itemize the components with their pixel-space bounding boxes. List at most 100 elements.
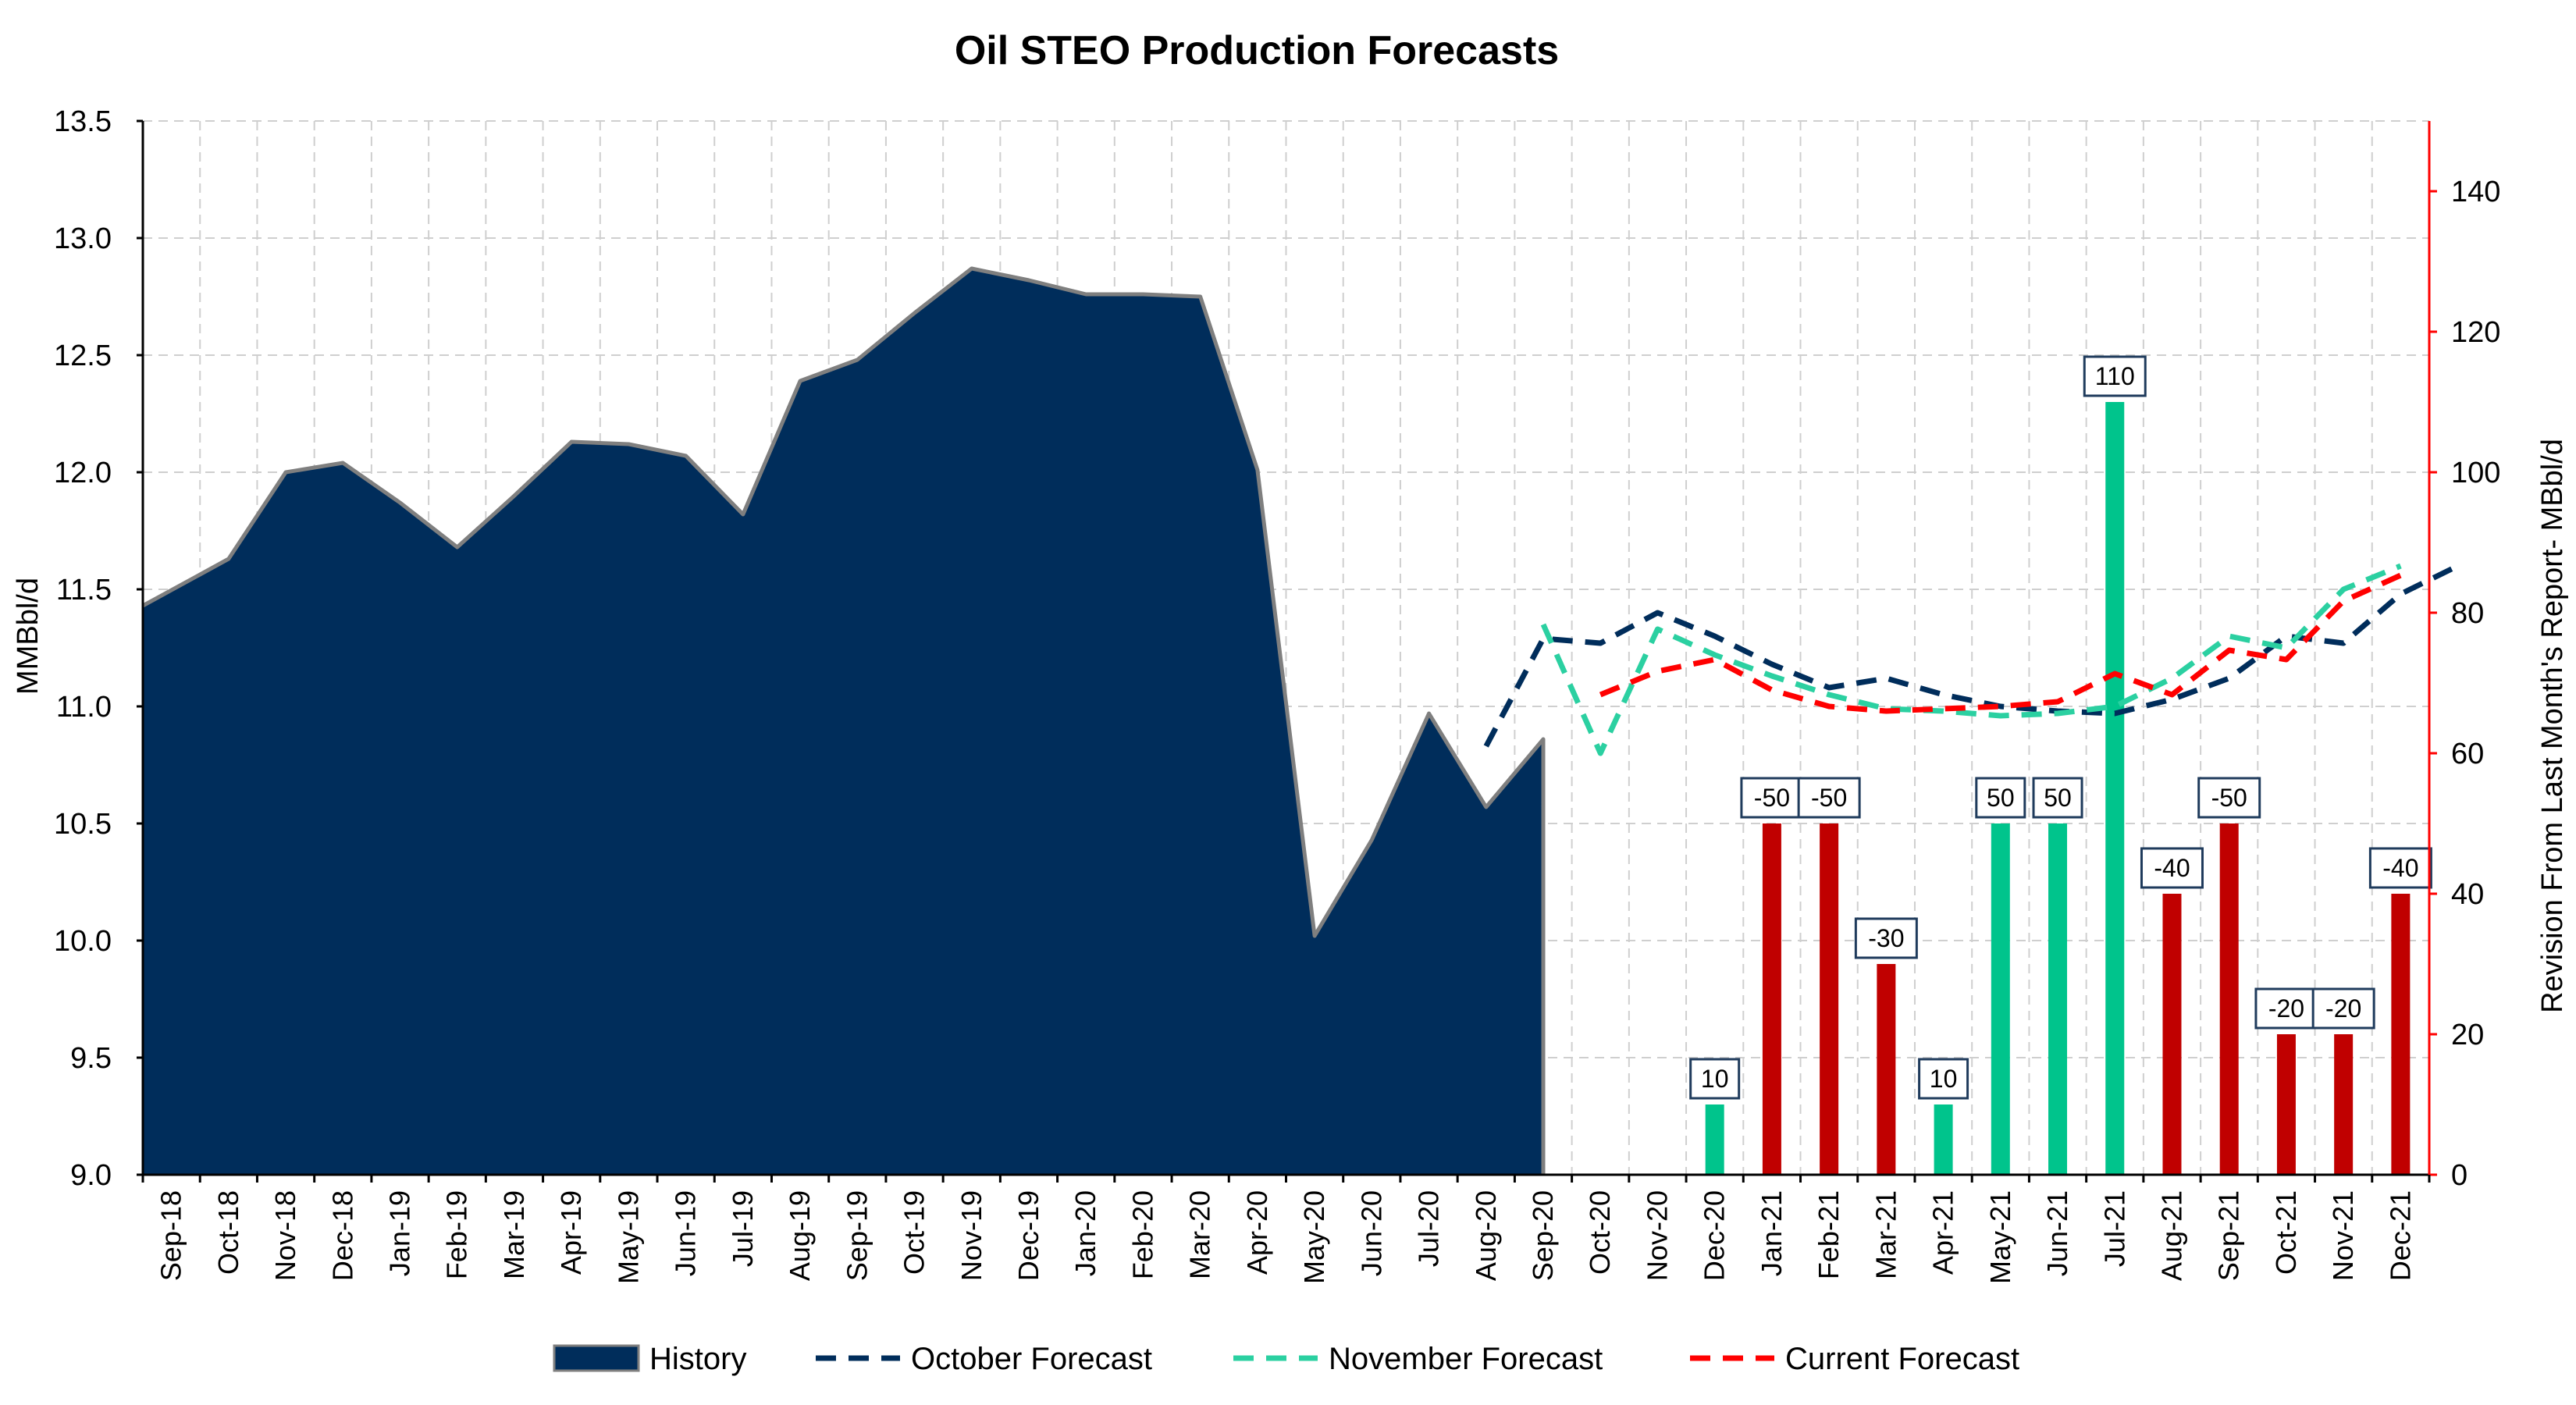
x-tick-label: Nov-20 bbox=[1641, 1190, 1673, 1281]
revision-label: 10 bbox=[1701, 1065, 1729, 1093]
revision-bar bbox=[2276, 1034, 2296, 1175]
x-tick-label: Apr-19 bbox=[555, 1190, 587, 1275]
y-tick-label-left: 10.5 bbox=[54, 808, 112, 841]
x-tick-label: Oct-19 bbox=[898, 1190, 930, 1275]
revision-bars bbox=[1705, 402, 2411, 1175]
x-tick-label: Jan-20 bbox=[1069, 1190, 1101, 1276]
x-tick-label: Sep-21 bbox=[2213, 1190, 2245, 1281]
revision-label: 50 bbox=[1987, 784, 2015, 812]
revision-label-box bbox=[2083, 355, 2147, 397]
x-tick-label: Sep-19 bbox=[841, 1190, 873, 1281]
x-tick-label: Dec-21 bbox=[2384, 1190, 2416, 1281]
y-tick-label-right: 80 bbox=[2451, 597, 2484, 630]
x-tick-label: Jan-21 bbox=[1756, 1190, 1788, 1276]
x-tick-label: Aug-21 bbox=[2155, 1190, 2187, 1281]
y-tick-label-left: 13.0 bbox=[54, 222, 112, 255]
revision-bar bbox=[1877, 964, 1896, 1175]
forecast-lines bbox=[1483, 563, 2460, 756]
x-tick-label: Nov-18 bbox=[269, 1190, 301, 1281]
revision-label-box bbox=[2311, 987, 2375, 1030]
revision-bar bbox=[2162, 894, 2182, 1175]
legend-label: November Forecast bbox=[1329, 1342, 1603, 1376]
revision-label: -50 bbox=[1811, 784, 1847, 812]
revision-label: 10 bbox=[1930, 1065, 1958, 1093]
x-tick-label: Jun-21 bbox=[2041, 1190, 2073, 1276]
revision-bar bbox=[2048, 823, 2068, 1175]
x-tick-label: Mar-21 bbox=[1870, 1190, 1902, 1279]
revision-label: 110 bbox=[2095, 362, 2135, 390]
revision-label-box bbox=[1975, 777, 2026, 819]
x-axis-ticks: Sep-18 Oct-18 Nov-18 Dec-18 Jan-19 Feb-19 Mar-… bbox=[141, 1175, 2431, 1284]
x-tick-label: Jan-19 bbox=[384, 1190, 416, 1276]
x-tick-label: Nov-19 bbox=[955, 1190, 987, 1281]
chart-title: Oil STEO Production Forecasts bbox=[955, 28, 1559, 73]
revision-label: -20 bbox=[2325, 994, 2361, 1023]
x-tick-label: Nov-21 bbox=[2327, 1190, 2359, 1281]
x-tick-label: May-21 bbox=[1984, 1190, 2016, 1284]
history-area-layer bbox=[141, 266, 1546, 1175]
history-area bbox=[143, 269, 1544, 1175]
x-tick-label: Apr-20 bbox=[1241, 1190, 1273, 1275]
legend-label: Current Forecast bbox=[1785, 1342, 2019, 1376]
x-tick-label: Dec-18 bbox=[326, 1190, 358, 1281]
forecast-line-2 bbox=[1599, 572, 2402, 714]
x-tick-label: Aug-19 bbox=[784, 1190, 816, 1281]
history-area-outline bbox=[141, 266, 1546, 1175]
legend: History October Forecast November Forecast… bbox=[553, 1342, 2019, 1376]
x-tick-label: Dec-20 bbox=[1699, 1190, 1731, 1281]
revision-label: -40 bbox=[2154, 854, 2190, 882]
revision-bar bbox=[2391, 894, 2411, 1175]
y-axis-ticks-right: 0 20 40 60 80 100 120 140 bbox=[2429, 176, 2500, 1192]
y-tick-label-left: 13.5 bbox=[54, 105, 112, 138]
y-tick-label-left: 12.5 bbox=[54, 340, 112, 372]
y-tick-label-left: 12.0 bbox=[54, 457, 112, 489]
y-tick-label-right: 40 bbox=[2451, 878, 2484, 911]
x-tick-label: Aug-20 bbox=[1470, 1190, 1502, 1281]
revision-label: -40 bbox=[2382, 854, 2418, 882]
x-tick-label: Jul-19 bbox=[727, 1190, 759, 1267]
x-tick-label: Jun-20 bbox=[1355, 1190, 1387, 1276]
y-tick-label-right: 0 bbox=[2451, 1159, 2467, 1192]
y-tick-label-right: 140 bbox=[2451, 176, 2500, 208]
revision-bar bbox=[1934, 1104, 1953, 1175]
y-tick-label-right: 100 bbox=[2451, 457, 2500, 489]
legend-label: History bbox=[649, 1342, 746, 1376]
x-tick-label: Sep-20 bbox=[1527, 1190, 1559, 1281]
y-tick-label-left: 11.0 bbox=[56, 691, 112, 724]
x-tick-label: Sep-18 bbox=[155, 1190, 187, 1281]
x-tick-label: Feb-20 bbox=[1126, 1190, 1158, 1279]
revision-bar bbox=[2334, 1034, 2354, 1175]
y-tick-label-left: 10.0 bbox=[54, 925, 112, 958]
y-tick-label-right: 20 bbox=[2451, 1019, 2484, 1051]
y-tick-label-left: 9.5 bbox=[70, 1042, 112, 1075]
x-tick-label: Jul-21 bbox=[2098, 1190, 2130, 1267]
revision-bar bbox=[1991, 823, 2010, 1175]
forecast-line-1 bbox=[1540, 563, 2402, 756]
revision-label-box bbox=[1797, 777, 1861, 819]
revision-bar bbox=[1820, 823, 1839, 1175]
y-tick-label-right: 120 bbox=[2451, 316, 2500, 349]
revision-label: -30 bbox=[1868, 924, 1904, 952]
x-tick-label: Mar-19 bbox=[498, 1190, 530, 1279]
revision-label-box bbox=[1918, 1058, 1969, 1100]
y-axis-ticks-left: 9.0 9.5 10.0 10.5 11.0 11.5 12.0 12.5 13.0 13.5 bbox=[54, 105, 143, 1192]
revision-label: -50 bbox=[2211, 784, 2247, 812]
x-tick-label: Feb-19 bbox=[441, 1190, 473, 1279]
y-tick-label-left: 11.5 bbox=[56, 574, 112, 606]
revision-label: -50 bbox=[1754, 784, 1790, 812]
revision-label-box bbox=[2032, 777, 2083, 819]
x-tick-label: Oct-18 bbox=[212, 1190, 244, 1275]
revision-bar bbox=[1705, 1104, 1724, 1175]
x-tick-label: Jul-20 bbox=[1413, 1190, 1445, 1267]
revision-label: 50 bbox=[2044, 784, 2072, 812]
revision-label-box bbox=[2140, 847, 2204, 889]
y-axis-label-left: MMBbl/d bbox=[12, 578, 44, 695]
y-axis-label-right: Revision From Last Month's Report- MBbl/… bbox=[2536, 439, 2569, 1013]
revision-label-box bbox=[2254, 987, 2318, 1030]
x-tick-label: Oct-20 bbox=[1584, 1190, 1616, 1275]
revision-bar bbox=[2219, 823, 2239, 1175]
x-tick-label: May-19 bbox=[612, 1190, 644, 1284]
y-tick-label-left: 9.0 bbox=[70, 1159, 112, 1192]
